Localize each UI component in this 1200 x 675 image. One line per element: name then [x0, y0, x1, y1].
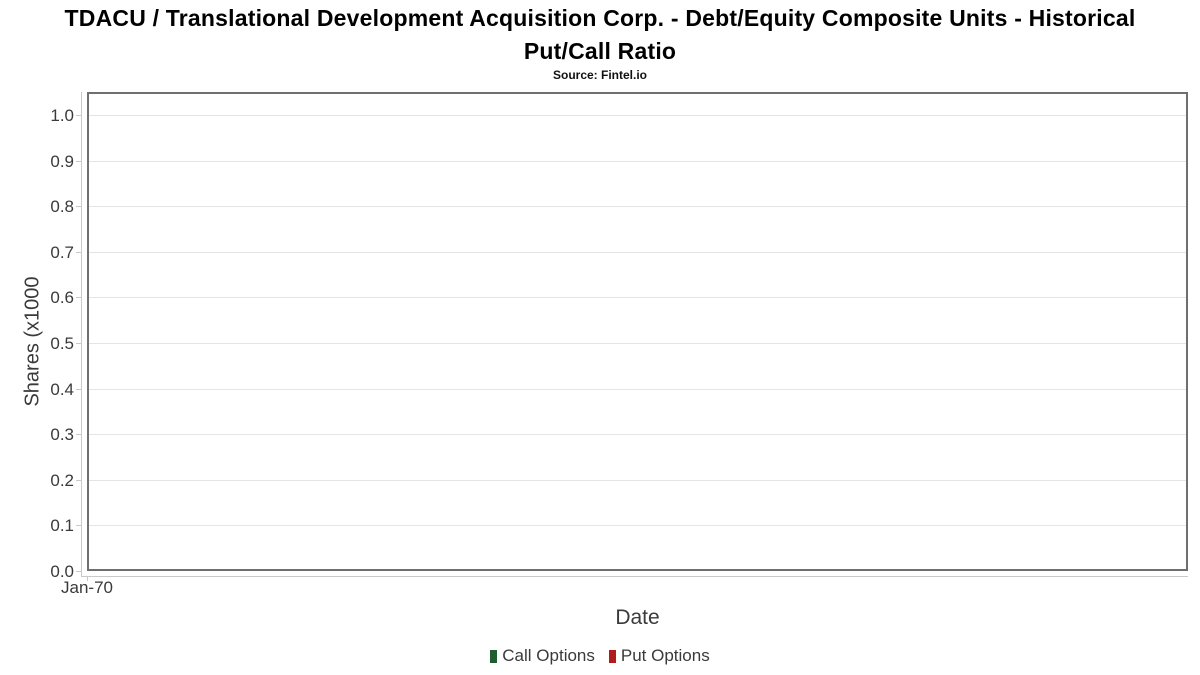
y-tick-mark [76, 388, 81, 390]
plot-area [87, 92, 1188, 571]
legend-label: Call Options [502, 646, 595, 665]
gridline [89, 297, 1186, 299]
y-axis-line [81, 92, 82, 576]
gridline [89, 434, 1186, 436]
y-tick-label: 0.0 [50, 562, 74, 581]
y-tick-mark [76, 115, 81, 116]
y-tick-mark [76, 160, 81, 162]
gridline [89, 115, 1186, 116]
y-tick-label: 0.2 [50, 470, 74, 490]
legend-item-call-options[interactable]: Call Options [490, 646, 595, 666]
gridline [89, 388, 1186, 390]
legend: Call Options Put Options [0, 646, 1200, 666]
legend-marker-icon [490, 649, 498, 663]
y-tick-label: 0.6 [50, 288, 74, 308]
y-tick-label: 0.8 [50, 197, 74, 217]
y-tick-mark [76, 525, 81, 527]
y-tick-mark [76, 343, 81, 344]
gridline [89, 343, 1186, 344]
y-tick-label: 1.0 [50, 106, 74, 125]
y-tick-mark [76, 206, 81, 208]
y-tick-label: 0.9 [50, 151, 74, 171]
legend-marker-icon [608, 649, 616, 663]
x-tick-label: Jan-70 [61, 578, 113, 597]
y-tick-label: 0.1 [50, 516, 74, 536]
y-tick-label: 0.5 [50, 334, 74, 353]
y-tick-label: 0.3 [50, 425, 74, 445]
y-tick-mark [76, 479, 81, 481]
y-tick-mark [76, 571, 81, 572]
y-tick-mark [76, 434, 81, 436]
y-tick-mark [76, 251, 81, 253]
legend-item-put-options[interactable]: Put Options [608, 646, 710, 666]
x-tick-mark [87, 576, 88, 581]
y-axis-title: Shares (x1000 [21, 276, 44, 407]
y-tick-mark [76, 297, 81, 299]
gridline [89, 160, 1186, 162]
x-axis-line [81, 576, 1188, 577]
y-tick-label: 0.7 [50, 242, 74, 262]
gridline [89, 206, 1186, 208]
gridline [89, 525, 1186, 527]
gridline [89, 251, 1186, 253]
chart-subtitle: Source: Fintel.io [552, 68, 647, 82]
legend-label: Put Options [620, 646, 710, 665]
gridline [89, 479, 1186, 481]
y-tick-label: 0.4 [50, 379, 74, 399]
x-axis-title: Date [615, 606, 660, 629]
chart-title: TDACU / Translational Development Acquis… [64, 5, 1136, 64]
